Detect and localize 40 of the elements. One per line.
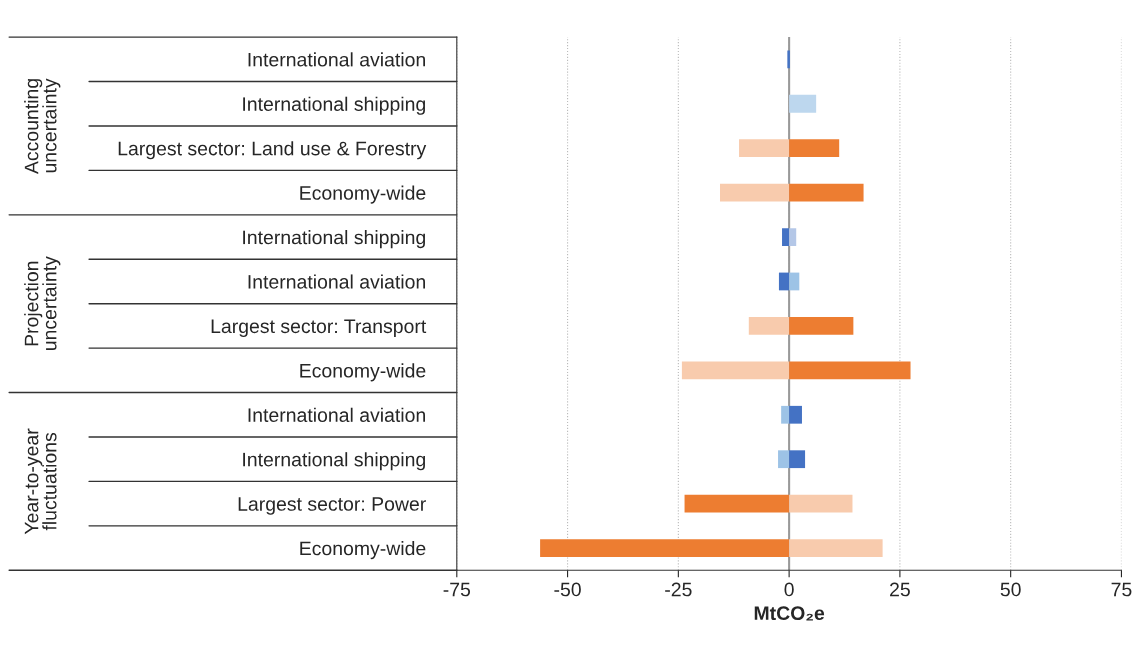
x-tick-label: 75 [1111, 582, 1132, 597]
x-tick-label: -25 [665, 582, 692, 597]
x-tick-label: -50 [554, 582, 581, 597]
bar [782, 228, 790, 246]
bar [789, 139, 840, 158]
y-tick-label: Economy-wide [300, 185, 426, 204]
y-tick-label: International aviation [248, 407, 425, 423]
x-axis-title: MtCO₂e [754, 606, 825, 621]
bar [789, 94, 817, 113]
y-tick-label: Economy-wide [300, 541, 426, 560]
bar [681, 361, 790, 380]
y-tick-label: Economy-wide [300, 363, 426, 382]
bar [789, 317, 854, 335]
text: Year-to-year fluctuations [24, 428, 57, 535]
y-tick-label: Largest sector: Transport [211, 319, 427, 337]
bar [789, 228, 797, 246]
y-tick-label: International aviation [248, 274, 425, 289]
y-tick-label: International aviation [248, 52, 425, 67]
x-tick-label: -75 [443, 582, 471, 597]
bar [789, 361, 911, 380]
y-tick-label: International shipping [243, 230, 426, 249]
bar [789, 405, 802, 424]
bar [739, 139, 790, 158]
x-tick-label: 25 [890, 582, 910, 597]
y-tick-label: Largest sector: Power [238, 497, 426, 515]
text: Projection uncertainty [24, 256, 61, 350]
y-tick-label: Largest sector: Land use & Forestry [118, 141, 427, 160]
x-tick-label: 50 [1000, 582, 1021, 597]
bar [781, 405, 790, 424]
bar [789, 183, 864, 202]
bar [789, 272, 800, 291]
bar [778, 450, 790, 469]
text: Accounting uncertainty [24, 78, 61, 175]
bar [748, 317, 790, 335]
x-tick-label: 0 [784, 582, 794, 597]
y-tick-label: International shipping [243, 96, 426, 115]
bar [778, 272, 790, 291]
bar [720, 183, 790, 202]
bar [789, 450, 806, 469]
y-tick-label: International shipping [243, 452, 426, 471]
